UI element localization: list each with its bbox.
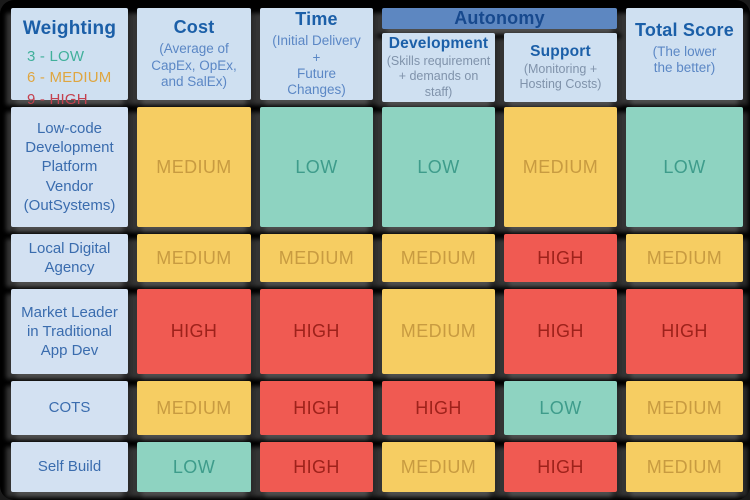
row-label: Low-code Development Platform Vendor (Ou… — [11, 107, 128, 227]
total-score-title: Total Score — [635, 20, 734, 40]
legend-item: 9 - HIGH — [27, 90, 88, 108]
support-subtitle: (Monitoring + Hosting Costs) — [519, 61, 602, 91]
matrix-cell: HIGH — [504, 234, 617, 282]
time-title: Time — [295, 9, 338, 30]
matrix-cell: MEDIUM — [382, 289, 495, 374]
matrix-cell: LOW — [504, 381, 617, 435]
legend-item: 3 - LOW — [27, 48, 85, 65]
column-header-cost: Cost (Average of CapEx, OpEx, and SalEx) — [137, 8, 251, 100]
column-header-total-score: Total Score (The lower the better) — [626, 8, 743, 100]
matrix-cell: HIGH — [137, 289, 251, 374]
column-header-development: Development (Skills requirement + demand… — [382, 33, 495, 102]
matrix-cell: MEDIUM — [260, 234, 373, 282]
autonomy-header-group: Autonomy Development (Skills requirement… — [382, 8, 617, 102]
development-title: Development — [388, 35, 489, 52]
matrix-cell: HIGH — [504, 442, 617, 492]
matrix-cell: MEDIUM — [137, 107, 251, 227]
legend-item: 6 - MEDIUM — [27, 69, 112, 87]
row-label: Market Leader in Traditional App Dev — [11, 289, 128, 374]
row-label: Local Digital Agency — [11, 234, 128, 282]
matrix-cell: LOW — [137, 442, 251, 492]
support-title: Support — [530, 42, 591, 60]
autonomy-band: Autonomy — [382, 8, 617, 29]
matrix-cell: HIGH — [626, 289, 743, 374]
matrix-cell: MEDIUM — [382, 442, 495, 492]
weighting-header: Weighting 3 - LOW 6 - MEDIUM 9 - HIGH — [11, 8, 128, 108]
matrix-cell: LOW — [382, 107, 495, 227]
matrix-cell: MEDIUM — [504, 107, 617, 227]
weighting-legend: 3 - LOW 6 - MEDIUM 9 - HIGH — [17, 46, 122, 110]
matrix-cell: HIGH — [382, 381, 495, 435]
matrix-cell: MEDIUM — [137, 234, 251, 282]
row-label: Self Build — [11, 442, 128, 492]
autonomy-label: Autonomy — [454, 8, 545, 28]
matrix-grid: Weighting 3 - LOW 6 - MEDIUM 9 - HIGH Cost… — [11, 8, 743, 492]
development-subtitle: (Skills requirement + demands on staff) — [386, 54, 491, 99]
matrix-cell: MEDIUM — [626, 442, 743, 492]
matrix-cell: MEDIUM — [137, 381, 251, 435]
matrix-cell: MEDIUM — [382, 234, 495, 282]
matrix-cell: MEDIUM — [626, 381, 743, 435]
time-subtitle: (Initial Delivery + Future Changes) — [272, 33, 361, 98]
matrix-cell: HIGH — [260, 442, 373, 492]
matrix-cell: HIGH — [260, 289, 373, 374]
matrix-cell: MEDIUM — [626, 234, 743, 282]
matrix-cell: HIGH — [260, 381, 373, 435]
total-score-subtitle: (The lower the better) — [652, 44, 717, 76]
matrix-cell: LOW — [260, 107, 373, 227]
cost-title: Cost — [173, 17, 215, 38]
column-header-support: Support (Monitoring + Hosting Costs) — [504, 33, 617, 102]
cost-subtitle: (Average of CapEx, OpEx, and SalEx) — [151, 41, 237, 90]
weighting-title: Weighting — [22, 18, 117, 39]
matrix-cell: HIGH — [504, 289, 617, 374]
autonomy-subcolumns: Development (Skills requirement + demand… — [382, 33, 617, 102]
row-label: COTS — [11, 381, 128, 435]
column-header-time: Time (Initial Delivery + Future Changes) — [260, 8, 373, 100]
matrix-cell: LOW — [626, 107, 743, 227]
